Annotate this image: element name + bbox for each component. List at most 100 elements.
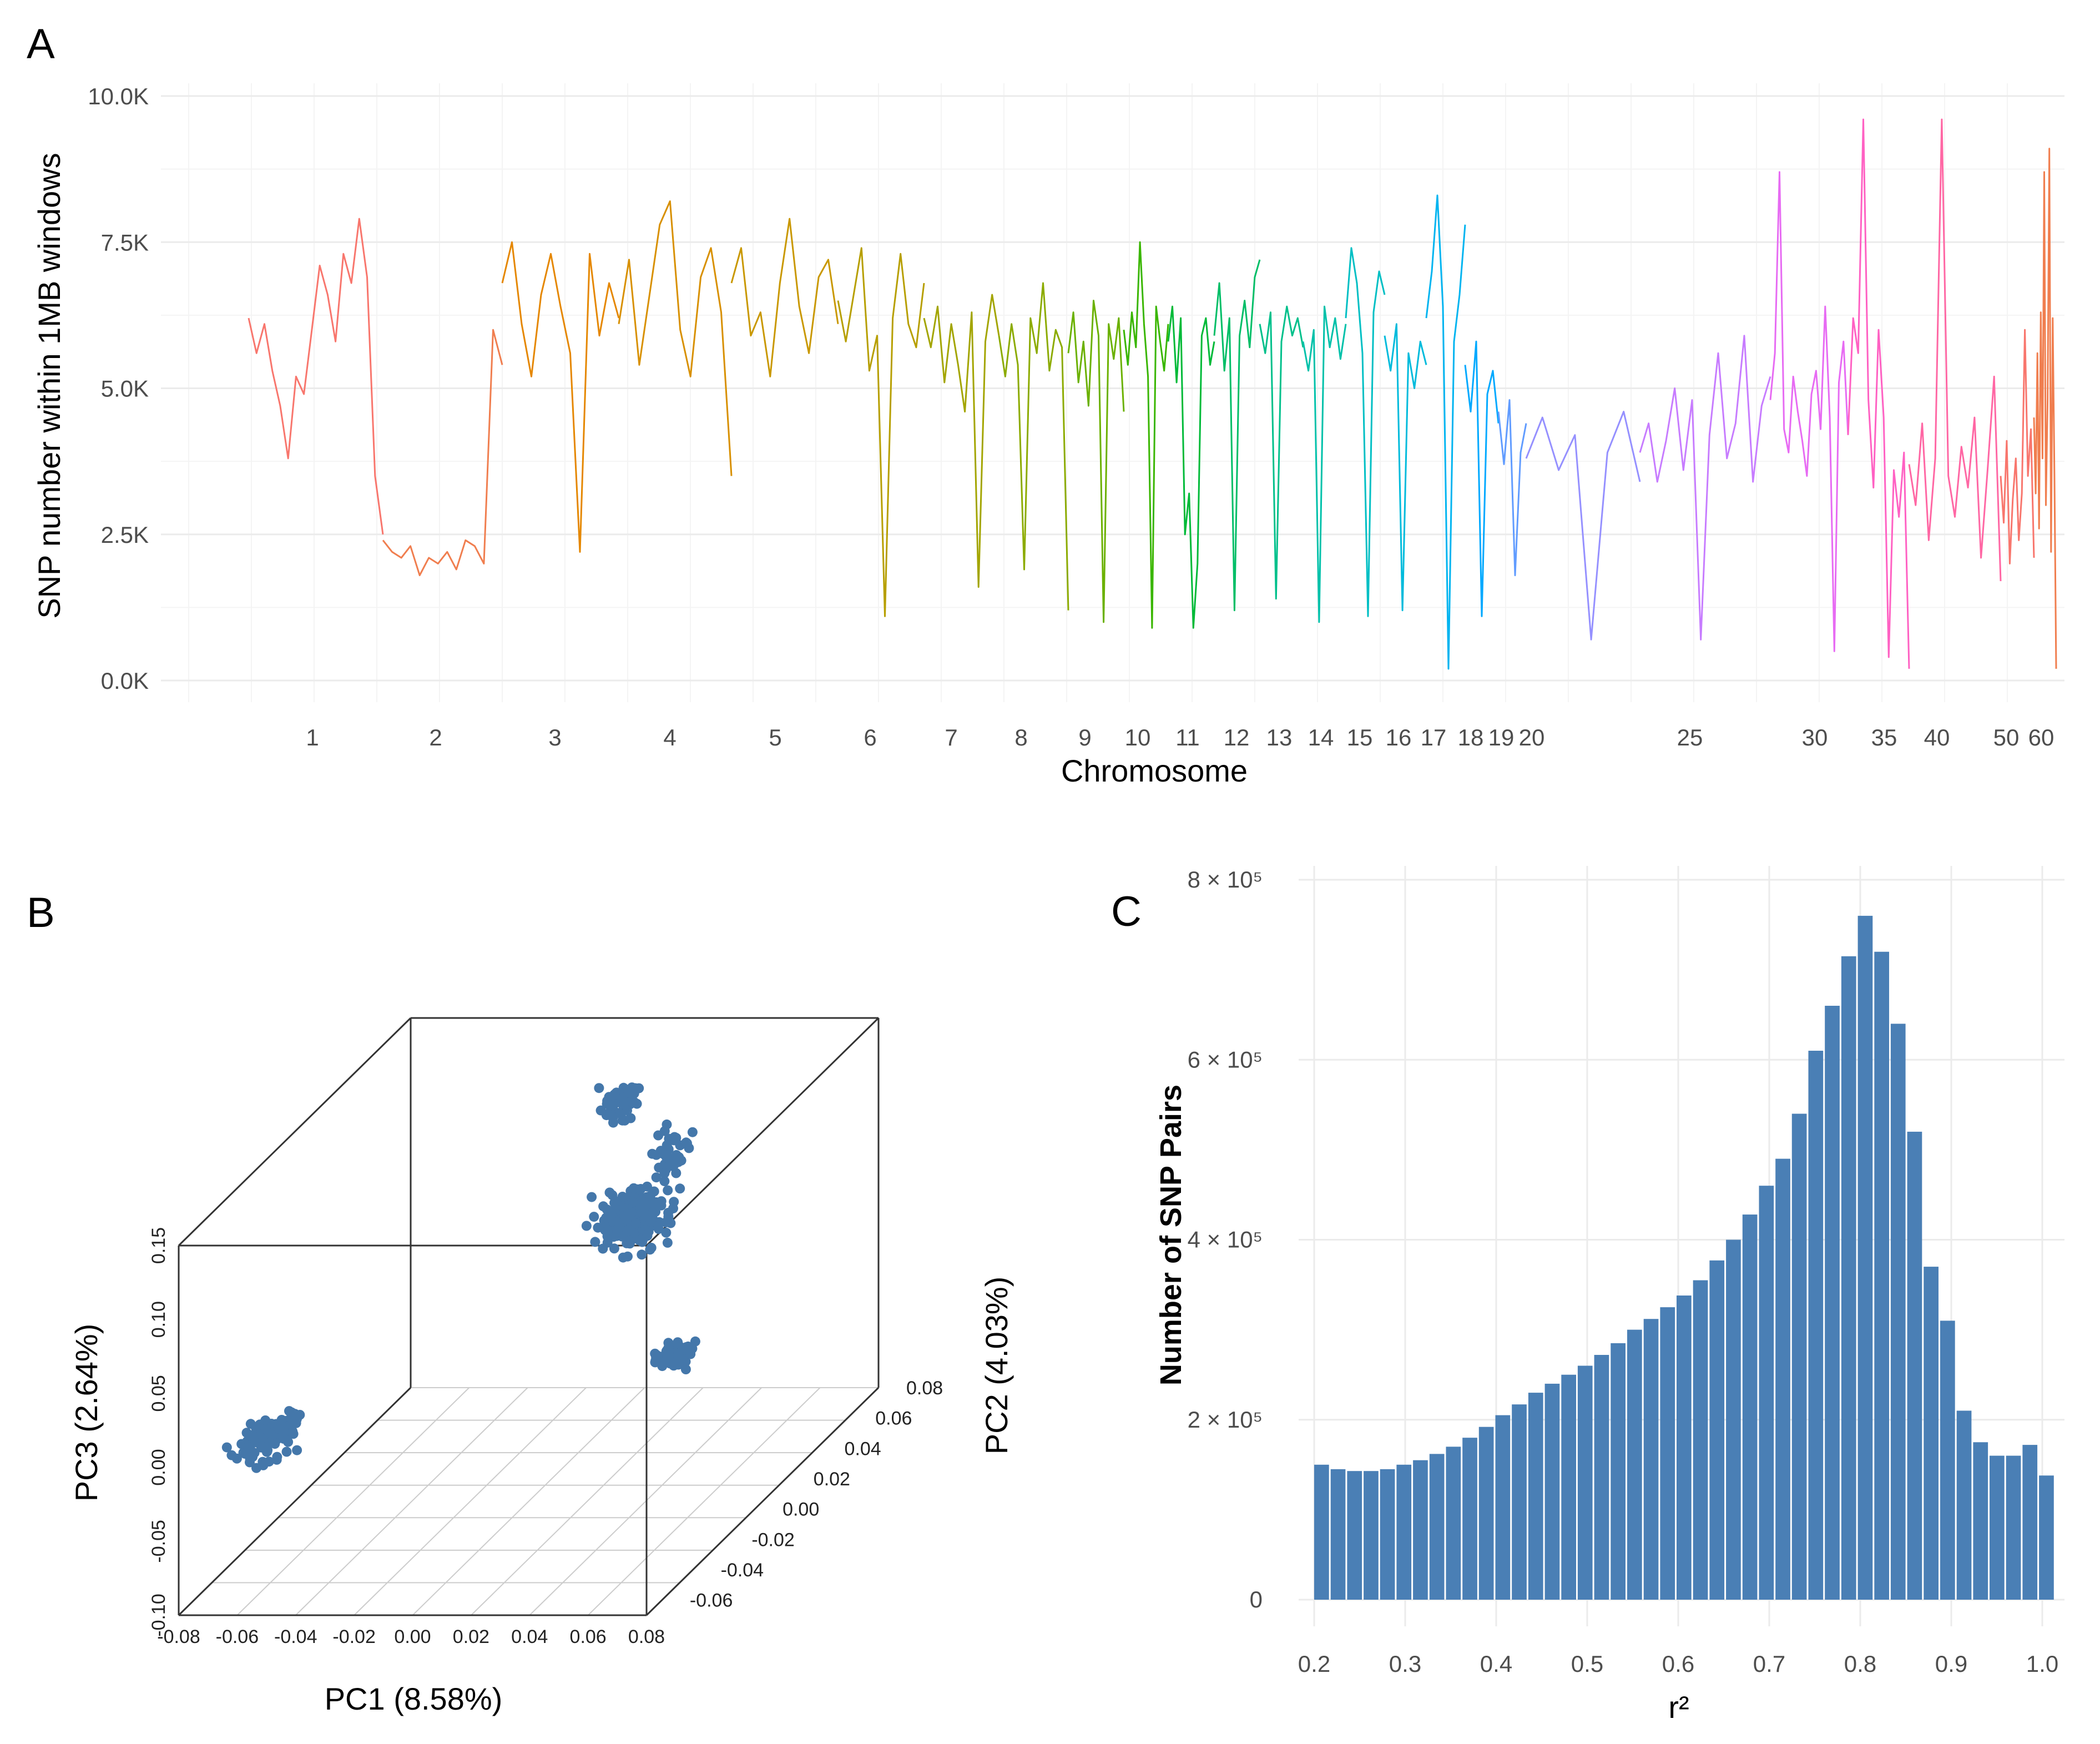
chart-a-series-line-chr-11 — [1167, 305, 1215, 629]
chart-b-pc2-tick-label: 0.06 — [875, 1408, 912, 1429]
chart-c-bar — [1791, 1113, 1807, 1600]
chart-b-pc1-tick-label: -0.06 — [216, 1626, 259, 1647]
chart-b-point-cluster-3 — [590, 1237, 600, 1247]
chart-b-point-cluster-3 — [581, 1221, 592, 1231]
chart-c-bar — [1446, 1446, 1461, 1600]
chart-a-series-line-chr-40 — [1908, 118, 2002, 582]
chart-b-point-cluster-3 — [635, 1184, 646, 1194]
chart-b-point-cluster-3 — [622, 1214, 632, 1224]
chart-b-point-cluster-5 — [675, 1140, 685, 1151]
chart-b-box — [178, 1017, 880, 1616]
chart-b-point-cluster-3 — [602, 1213, 612, 1223]
chart-a-x-tick-label: 8 — [1014, 724, 1027, 750]
chart-a-x-tick-label: 5 — [769, 724, 781, 750]
chart-c-x-tick-label: 0.4 — [1480, 1651, 1512, 1677]
chart-b-point-cluster-4 — [623, 1087, 634, 1098]
chart-c-bar — [1775, 1158, 1790, 1600]
chart-a-x-tick-label: 9 — [1078, 724, 1091, 750]
chart-a-series-line-chr-2 — [382, 329, 503, 576]
chart-a-x-tick-label: 1 — [306, 724, 319, 750]
chart-c-y-tick-label: 2 × 10⁵ — [1188, 1407, 1263, 1433]
chart-a-series-line-chr-25 — [1639, 335, 1771, 641]
chart-a-series-line-chr-7 — [923, 294, 1000, 588]
chart-b-point-cluster-3 — [625, 1225, 635, 1236]
chart-b-point-cluster-1 — [264, 1438, 275, 1448]
chart-a-gridlines — [161, 83, 2064, 702]
chart-b-pc2-tick-label: -0.04 — [721, 1560, 764, 1581]
chart-a-x-tick-label: 3 — [548, 724, 561, 750]
chart-a-x-tick-label: 18 — [1458, 724, 1484, 750]
chart-b-point-cluster-4 — [608, 1112, 618, 1123]
chart-c-x-tick-label: 0.8 — [1844, 1651, 1876, 1677]
chart-c-bar — [1495, 1415, 1511, 1600]
chart-c-bar — [1660, 1307, 1675, 1600]
chart-b-point-cluster-1 — [292, 1445, 302, 1455]
chart-b-point-cluster-5 — [669, 1160, 679, 1171]
chart-b-point-cluster-2 — [681, 1342, 691, 1352]
chart-b-ticks: -0.08 -0.06 -0.04 -0.02 0.00 0.02 0.04 0.06 0.08… — [148, 1227, 943, 1647]
chart-c-bar — [1709, 1260, 1725, 1600]
chart-b-point-cluster-3 — [593, 1222, 603, 1233]
chart-b-point-cluster-3 — [645, 1191, 655, 1201]
chart-b-point-cluster-5 — [659, 1168, 670, 1178]
chart-c-x-tick-label: 1.0 — [2026, 1651, 2058, 1677]
chart-b-point-cluster-5 — [662, 1119, 672, 1130]
chart-b-pc1-tick-label: -0.04 — [274, 1626, 317, 1647]
chart-a-x-tick-label: 35 — [1871, 724, 1897, 750]
chart-c-bar — [1808, 1051, 1824, 1600]
chart-a-series-line-chr-18 — [1464, 340, 1500, 617]
chart-c-bar — [1561, 1374, 1576, 1600]
chart-a-series-line-chr-35 — [1847, 118, 1910, 669]
chart-b-pc1-tick-label: 0.04 — [511, 1626, 548, 1647]
chart-c-bar — [1611, 1343, 1626, 1600]
chart-c-bar — [1990, 1455, 2005, 1600]
chart-b-pc2-tick-label: 0.04 — [845, 1438, 881, 1459]
chart-c-bar — [1330, 1469, 1346, 1600]
panel-letter-c: C — [1111, 888, 1142, 935]
chart-b-floor-line — [471, 1387, 704, 1616]
chart-b-point-cluster-2 — [673, 1340, 683, 1350]
chart-a-x-tick-label: 17 — [1421, 724, 1447, 750]
chart-b-point-cluster-2 — [680, 1364, 691, 1374]
chart-c-bar — [1577, 1365, 1593, 1600]
chart-b-pc3-title: PC3 (2.64%) — [69, 1324, 104, 1502]
chart-b-pca-3d: -0.08 -0.06 -0.04 -0.02 0.00 0.02 0.04 0.06 0.08… — [69, 1017, 1014, 1716]
chart-c-bar — [1726, 1239, 1741, 1600]
chart-c-x-tick-label: 0.3 — [1389, 1651, 1421, 1677]
chart-b-point-cluster-1 — [271, 1454, 282, 1465]
chart-b-point-cluster-3 — [659, 1176, 670, 1187]
chart-a-y-tick-label: 7.5K — [101, 229, 149, 255]
chart-b-box-edge — [178, 1387, 412, 1616]
chart-a-x-axis-title: Chromosome — [1061, 753, 1248, 788]
chart-b-point-cluster-1 — [231, 1453, 242, 1464]
chart-c-bar — [1956, 1410, 1972, 1600]
chart-b-floor-line — [295, 1387, 528, 1616]
chart-c-bar — [1874, 951, 1889, 1600]
chart-b-point-cluster-3 — [675, 1183, 685, 1194]
chart-c-bar — [1890, 1024, 1906, 1600]
chart-c-bar — [1462, 1438, 1477, 1600]
chart-b-pc1-tick-label: 0.06 — [570, 1626, 607, 1647]
chart-b-pc3-tick-label: 0.15 — [148, 1227, 169, 1264]
chart-b-point-cluster-1 — [279, 1434, 289, 1444]
chart-b-point-cluster-4 — [606, 1100, 617, 1111]
chart-b-point-cluster-5 — [653, 1130, 664, 1141]
chart-c-bar — [1314, 1464, 1329, 1600]
chart-b-point-cluster-2 — [663, 1348, 674, 1358]
chart-a-series-line-chr-17 — [1425, 194, 1466, 670]
chart-c-x-axis-title: r² — [1668, 1690, 1689, 1725]
chart-a-y-tick-label: 2.5K — [101, 522, 149, 548]
chart-c-bar — [1380, 1469, 1395, 1600]
chart-b-point-cluster-1 — [248, 1451, 258, 1462]
chart-b-point-cluster-2 — [650, 1355, 661, 1366]
chart-b-point-cluster-3 — [587, 1192, 597, 1202]
chart-c-bar — [2039, 1475, 2054, 1600]
chart-c-bar — [1973, 1442, 1988, 1600]
chart-a-series-line-chr-3 — [501, 241, 620, 553]
chart-a-x-tick-label: 19 — [1488, 724, 1515, 750]
chart-a-y-tick-label: 10.0K — [88, 83, 149, 109]
chart-b-pc1-tick-label: 0.02 — [453, 1626, 489, 1647]
chart-a-series-line-chr-8 — [998, 282, 1069, 611]
